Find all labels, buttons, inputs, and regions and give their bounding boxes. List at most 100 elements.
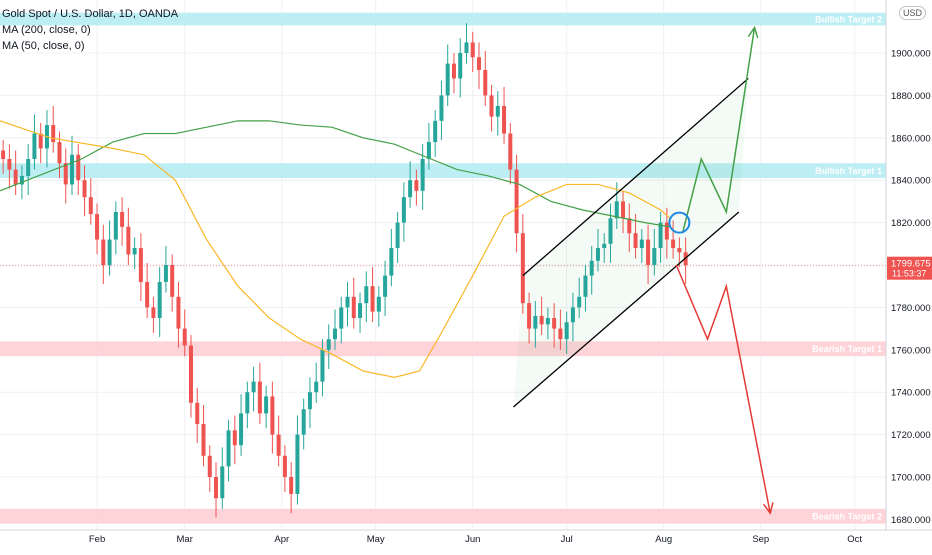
price-tag-countdown: 11:53:37 [892,269,926,279]
target-zone [0,163,886,179]
price-tag-value: 1799.675 [891,259,931,270]
candle [38,133,43,149]
price-tick-label: 1840.000 [891,176,931,187]
candle [239,413,244,446]
candle [602,243,607,249]
candle [564,322,569,340]
candle [577,296,582,308]
time-tick-label: Mar [177,534,193,545]
candle [332,328,337,340]
candle [401,197,406,223]
time-tick-label: Sep [752,534,769,545]
time-tick-label: Apr [274,534,289,545]
candle [63,163,68,185]
candle [7,159,12,170]
candle [188,345,193,403]
candle [339,307,344,329]
candle [51,125,56,143]
price-tick-label: 1720.000 [891,430,931,441]
candle [420,159,425,191]
candle [107,239,112,265]
candle [451,63,456,79]
candle [677,248,682,253]
candle [138,248,143,282]
candle [477,57,482,70]
price-tick-label: 1680.000 [891,515,931,526]
candle [257,381,262,414]
candle [445,63,450,96]
candle [195,402,200,424]
candle [470,42,475,58]
candle [13,169,18,185]
candle [326,339,331,350]
candle [627,218,632,234]
candle [76,154,81,181]
price-tick-label: 1740.000 [891,388,931,399]
candle [132,248,137,255]
candle [314,381,319,393]
candle [88,197,93,215]
target-zone [0,508,886,524]
price-tick-label: 1880.000 [891,91,931,102]
candle [433,120,438,143]
highlight-circle [668,211,691,234]
candle [301,409,306,435]
candle [621,201,626,219]
bullish-projection [681,27,756,234]
candle [614,201,619,219]
candle [307,392,312,410]
currency-badge[interactable]: USD [898,6,926,20]
candle [32,133,37,159]
candle [245,392,250,414]
candle [113,212,118,240]
zone-label: Bullish Target 2 [815,15,882,25]
target-zone [0,341,886,357]
candle [270,396,275,435]
ma200-legend: MA (200, close, 0) [2,24,91,36]
candle [226,430,231,467]
time-tick-label: Jul [561,534,573,545]
candle [520,233,525,304]
candle [639,239,644,249]
candle [220,466,225,499]
candle [57,142,62,164]
candle [151,307,156,318]
candle [671,239,676,249]
candle [589,260,594,276]
candle [383,275,388,297]
price-tick-label: 1760.000 [891,345,931,356]
candle [646,239,651,265]
candle [70,154,75,185]
candle [408,180,413,198]
candle [376,296,381,312]
channel-lower-line [513,211,740,408]
candle [514,169,519,234]
symbol-title: Gold Spot / U.S. Dollar, 1D, OANDA [2,8,179,20]
candle [345,296,350,308]
channel-fill [513,78,749,408]
candle [508,133,513,170]
price-tick-label: 1780.000 [891,303,931,314]
candle [214,477,219,499]
candle [664,222,669,240]
candle [126,226,131,255]
zone-label: Bearish Target 1 [812,344,882,354]
candle [464,42,469,53]
candle [439,95,444,121]
time-tick-label: Jun [465,534,480,545]
candle [145,281,150,308]
candle [182,328,187,346]
candle [652,248,657,265]
candle [295,434,300,494]
candle [251,381,256,393]
chart-legend: Gold Spot / U.S. Dollar, 1D, OANDA MA (2… [2,6,178,54]
candle [157,281,162,318]
candle [232,430,237,446]
candle [19,175,24,185]
price-tick-label: 1900.000 [891,49,931,60]
candle [527,303,532,329]
candle [608,218,613,244]
candle [395,222,400,249]
